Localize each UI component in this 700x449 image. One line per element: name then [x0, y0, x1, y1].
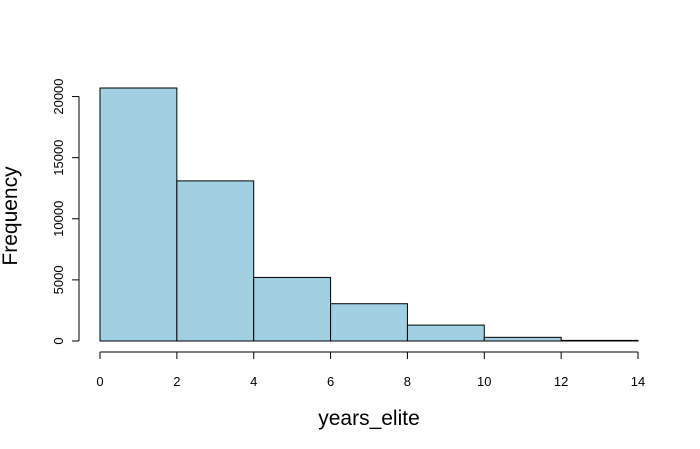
x-tick-label: 0: [96, 374, 103, 389]
x-tick-label: 14: [631, 374, 645, 389]
y-tick-label: 10000: [51, 201, 66, 237]
x-tick-label: 10: [477, 374, 491, 389]
x-axis: 0 2 4 6 8 10 12 14: [96, 351, 645, 389]
x-axis-title: years_elite: [318, 407, 420, 430]
bar-bin-6-8: [330, 303, 408, 342]
y-axis-title: Frequency: [0, 166, 22, 266]
y-tick-label: 5000: [51, 265, 66, 294]
y-tick-label: 0: [51, 337, 66, 344]
bar-bin-8-10: [406, 324, 485, 342]
y-tick-label: 15000: [51, 140, 66, 176]
y-axis: 0 5000 10000 15000 20000: [51, 78, 80, 345]
bar-bin-2-4: [176, 180, 255, 342]
bar-bin-4-6: [253, 276, 332, 342]
y-tick-label: 20000: [51, 78, 66, 114]
x-tick-label: 4: [250, 374, 257, 389]
x-tick-label: 2: [173, 374, 180, 389]
bar-bin-10-12: [483, 336, 562, 342]
x-tick-label: 12: [554, 374, 568, 389]
x-tick-label: 6: [327, 374, 334, 389]
bar-bin-12-14: [560, 339, 639, 342]
x-tick-label: 8: [404, 374, 411, 389]
bar-bin-0-2: [99, 87, 178, 342]
histogram-bars: [99, 87, 639, 342]
